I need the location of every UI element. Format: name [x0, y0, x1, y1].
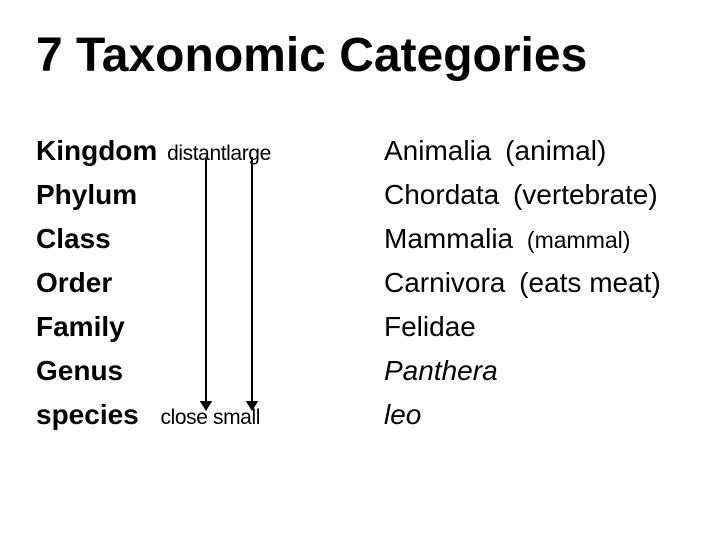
example-name: Panthera: [384, 355, 498, 386]
example-note: (animal): [505, 135, 606, 166]
examples-column: Animalia (animal) Chordata (vertebrate) …: [384, 129, 720, 437]
category-label: Kingdom: [36, 129, 157, 173]
example-name: Chordata: [384, 179, 499, 210]
example-row: Animalia (animal): [384, 129, 720, 173]
category-label: Class: [36, 217, 111, 261]
page: 7 Taxonomic Categories Kingdom distantla…: [0, 0, 720, 540]
example-row: Carnivora (eats meat): [384, 261, 720, 305]
example-row: leo: [384, 393, 720, 437]
slide-title: 7 Taxonomic Categories: [36, 30, 684, 83]
category-label: Order: [36, 261, 112, 305]
example-row: Chordata (vertebrate): [384, 173, 720, 217]
example-row: Panthera: [384, 349, 720, 393]
example-name: Felidae: [384, 311, 476, 342]
example-name: leo: [384, 399, 421, 430]
example-note: (eats meat): [519, 267, 661, 298]
arrows-svg: [190, 157, 270, 421]
example-note: (vertebrate): [513, 179, 658, 210]
example-name: Mammalia: [384, 223, 513, 254]
example-note: (mammal): [527, 227, 631, 253]
example-name: Animalia: [384, 135, 491, 166]
category-label: species: [36, 393, 139, 437]
body-area: Kingdom distantlarge Phylum Class Order …: [36, 129, 684, 489]
category-label: Family: [36, 305, 125, 349]
category-label: Phylum: [36, 173, 137, 217]
category-label: Genus: [36, 349, 123, 393]
example-row: Mammalia (mammal): [384, 217, 720, 261]
arrows-group: [190, 157, 270, 421]
example-row: Felidae: [384, 305, 720, 349]
example-name: Carnivora: [384, 267, 505, 298]
